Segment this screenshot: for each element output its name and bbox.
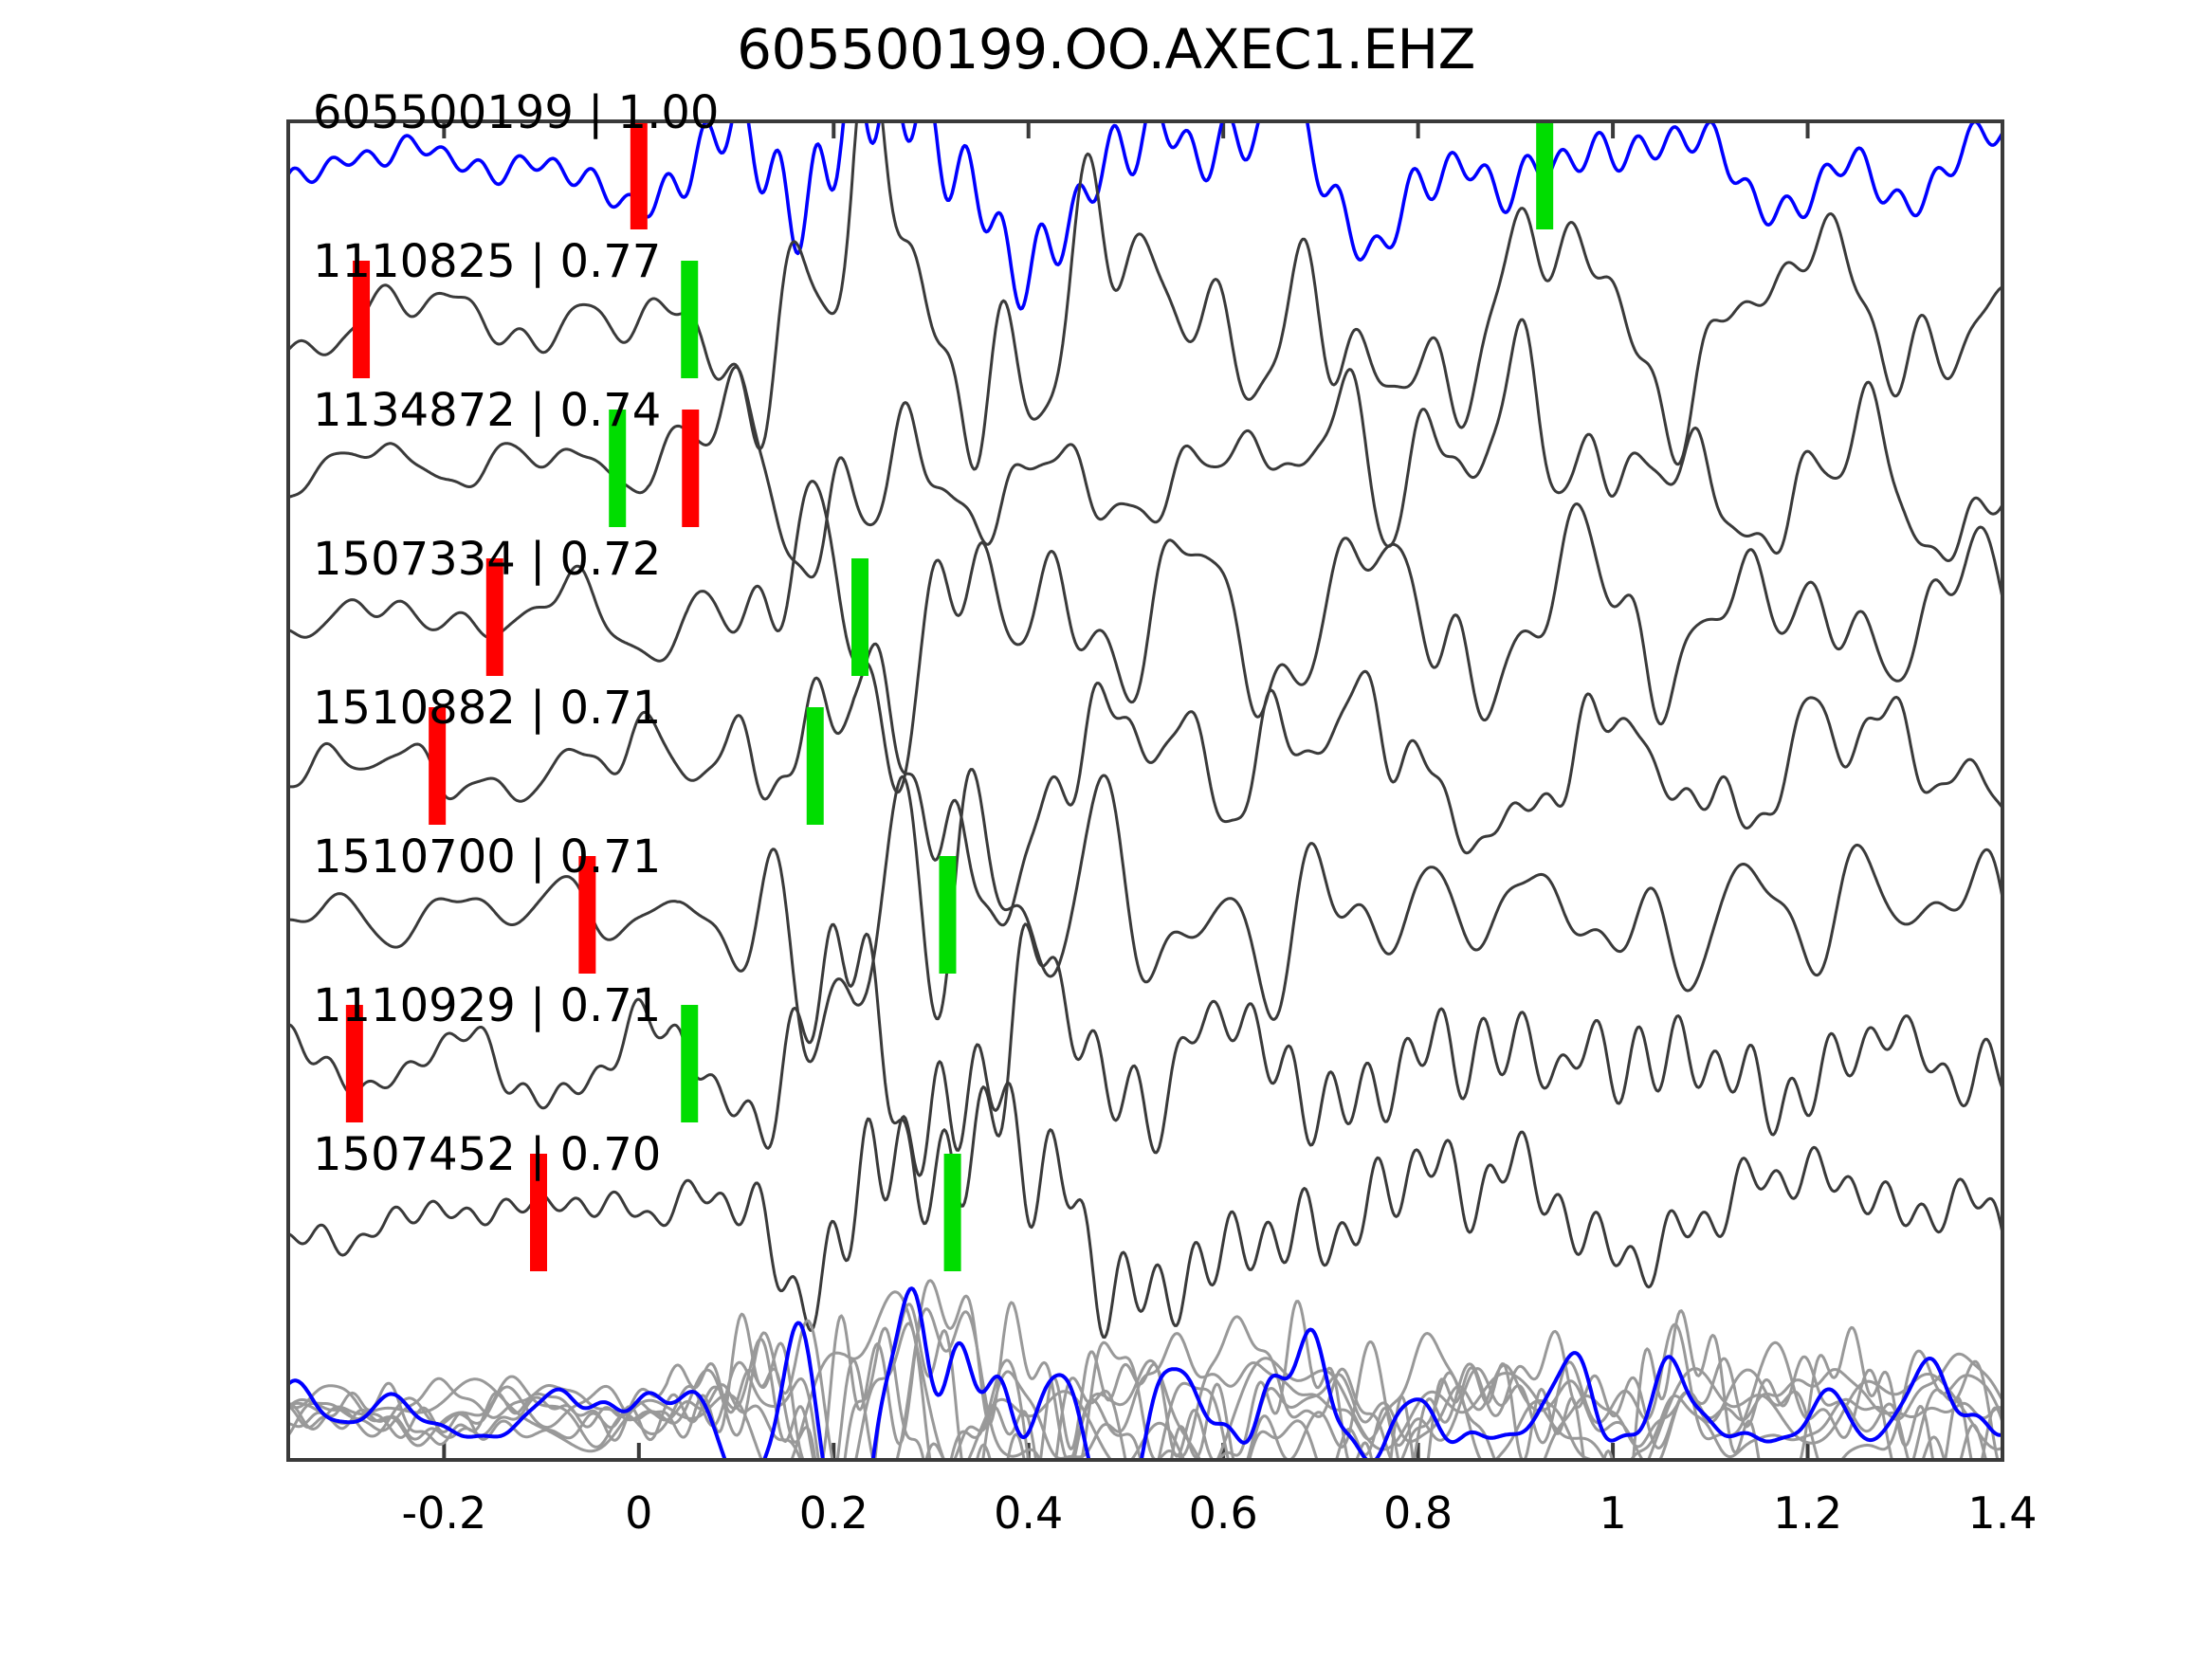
trace-label: 1110929 | 0.71 — [313, 979, 661, 1032]
x-tick-label: -0.2 — [401, 1487, 486, 1539]
p-pick-marker-red — [345, 1005, 363, 1122]
stack-template-trace — [290, 1286, 2001, 1458]
x-tick-label: 0.6 — [1189, 1487, 1258, 1539]
detection-waveform-trace — [290, 480, 2001, 794]
s-pick-marker-green — [939, 856, 957, 974]
trace-label: 605500199 | 1.00 — [313, 86, 719, 139]
trace-label: 1110825 | 0.77 — [313, 235, 661, 288]
x-tick-label: 1.2 — [1773, 1487, 1842, 1539]
plot-frame — [286, 119, 2004, 1462]
p-pick-marker-red — [353, 261, 371, 378]
s-pick-marker-green — [681, 1005, 699, 1122]
x-tick-label: 1.4 — [1967, 1487, 2037, 1539]
stack-overlay-trace — [290, 1279, 1987, 1458]
s-pick-marker-green — [943, 1154, 961, 1271]
stack-overlay-trace — [290, 1307, 2001, 1458]
s-pick-marker-green — [609, 410, 627, 527]
x-tick-label: 1 — [1599, 1487, 1626, 1539]
trace-label: 1510700 | 0.71 — [313, 830, 661, 884]
pick-markers — [345, 123, 1554, 1271]
stack-overlay-panel — [290, 1279, 2001, 1458]
trace-label: 1510882 | 0.71 — [313, 682, 661, 735]
page-title: 605500199.OO.AXEC1.EHZ — [737, 17, 1475, 82]
p-pick-marker-red — [630, 123, 648, 229]
trace-label: 1507452 | 0.70 — [313, 1128, 661, 1181]
x-tick-label: 0.2 — [799, 1487, 868, 1539]
s-pick-marker-green — [681, 261, 699, 378]
s-pick-marker-green — [851, 558, 869, 676]
detection-waveform-trace — [290, 922, 2001, 1226]
x-tick-label: 0 — [625, 1487, 652, 1539]
p-pick-marker-red — [485, 558, 503, 676]
trace-label: 1507334 | 0.72 — [313, 533, 661, 586]
detection-waveform-trace — [290, 318, 2001, 579]
detection-waveform-trace — [290, 642, 2001, 927]
trace-collection — [290, 123, 2001, 1458]
x-tick-label: 0.4 — [994, 1487, 1063, 1539]
s-pick-marker-green — [1536, 123, 1554, 229]
stack-overlay-trace — [290, 1332, 2001, 1458]
s-pick-marker-green — [806, 707, 824, 825]
p-pick-marker-red — [682, 410, 700, 527]
p-pick-marker-red — [429, 707, 447, 825]
detection-waveform-trace — [290, 1043, 2001, 1340]
x-tick-label: 0.8 — [1383, 1487, 1453, 1539]
trace-label: 1134872 | 0.74 — [313, 384, 661, 437]
p-pick-marker-red — [530, 1154, 548, 1271]
trace-labels: 605500199 | 1.00 1110825 | 0.77 1134872 | … — [313, 86, 719, 1181]
p-pick-marker-red — [578, 856, 596, 974]
detection-waveform-trace — [290, 123, 2001, 471]
template-waveform-trace — [290, 123, 2001, 311]
stack-overlay-trace — [290, 1319, 1999, 1458]
detection-waveform-trace — [290, 768, 2001, 1064]
